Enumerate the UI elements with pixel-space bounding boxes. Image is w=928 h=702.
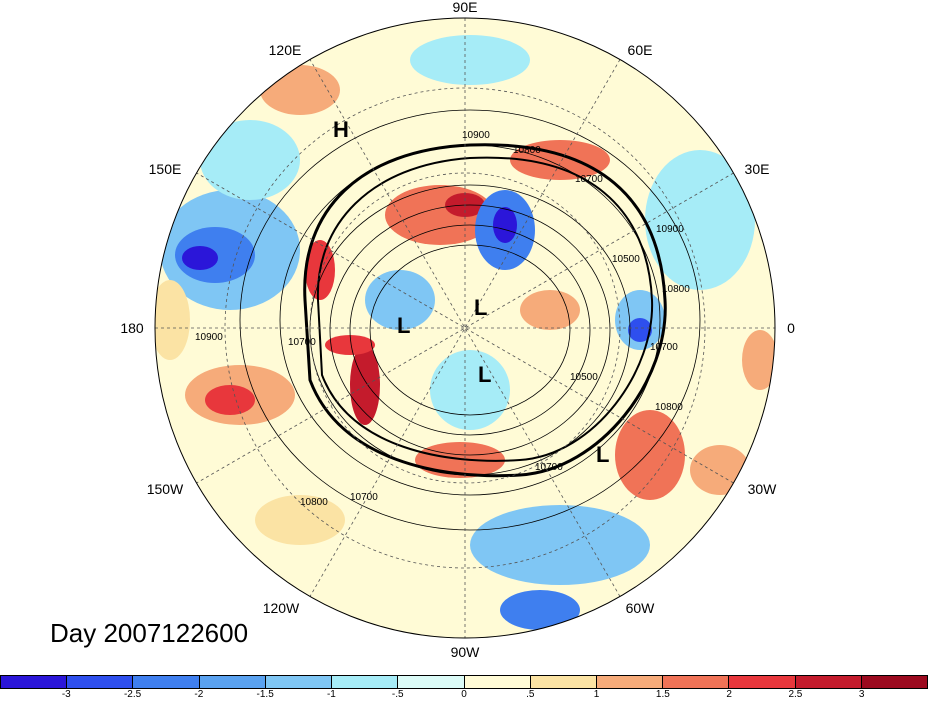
colorbar-segment xyxy=(663,676,730,688)
map-disc-border xyxy=(154,17,776,639)
lon-label-90w: 90W xyxy=(451,644,481,660)
contour-label: 10700 xyxy=(650,342,678,353)
colorbar-tick-label: -1.5 xyxy=(256,689,274,700)
colorbar-tick-label: -.5 xyxy=(391,689,404,700)
contour-label: 10700 xyxy=(288,337,316,348)
colorbar-segment xyxy=(133,676,200,688)
colorbar-tick-label: 1 xyxy=(593,689,600,700)
lon-label-120e: 120E xyxy=(269,42,302,58)
low-pressure-center: L xyxy=(397,313,410,338)
colorbar-labels: -3 -2.5 -2 -1.5 -1 -.5 0 .5 1 1.5 2 2.5 3 xyxy=(0,689,928,702)
contour-label: 10700 xyxy=(575,174,603,185)
contour-label: 10900 xyxy=(656,224,684,235)
lon-label-150w: 150W xyxy=(147,481,184,497)
contour-label: 10900 xyxy=(462,130,490,141)
lon-label-30e: 30E xyxy=(745,161,770,177)
lon-label-150e: 150E xyxy=(149,161,182,177)
contour-label: 10700 xyxy=(350,492,378,503)
low-pressure-center: L xyxy=(478,362,491,387)
colorbar-segment xyxy=(795,676,862,688)
contour-label: 10800 xyxy=(662,284,690,295)
colorbar-tick-label: 2 xyxy=(726,689,732,700)
colorbar-tick-label: .5 xyxy=(526,689,535,700)
colorbar-segment xyxy=(1,676,68,688)
contour-label: 10500 xyxy=(612,254,640,265)
graticule xyxy=(155,18,775,638)
lon-label-90e: 90E xyxy=(453,0,478,15)
colorbar-tick-label: 3 xyxy=(858,689,865,700)
low-pressure-center: L xyxy=(474,295,487,320)
colorbar-segment xyxy=(861,676,928,688)
polar-map: 90E 60E 30E 0 30W 60W 90W 120W 150W 180 … xyxy=(120,0,795,660)
lon-label-120w: 120W xyxy=(263,600,300,616)
contour-label: 10800 xyxy=(655,402,683,413)
colorbar-tick-label: 0 xyxy=(461,689,467,700)
contour-label: 10700 xyxy=(535,462,563,473)
colorbar-segment xyxy=(265,676,333,688)
high-pressure-center: H xyxy=(333,117,349,142)
anomaly-shading xyxy=(155,35,775,630)
colorbar-segment xyxy=(199,676,266,688)
colorbar-segment xyxy=(398,676,465,688)
colorbar-segment xyxy=(332,676,399,688)
colorbar xyxy=(0,675,928,689)
pressure-centers: H L L L L xyxy=(333,117,609,467)
colorbar-segment xyxy=(67,676,134,688)
contour-labels: 10900 10800 10700 10500 10900 10800 1070… xyxy=(195,130,690,508)
low-pressure-center: L xyxy=(596,442,609,467)
map-disc-background xyxy=(155,18,775,638)
colorbar-segment xyxy=(464,676,531,688)
day-label: Day 2007122600 xyxy=(50,618,249,648)
contour-label: 10800 xyxy=(513,145,541,156)
longitude-labels: 90E 60E 30E 0 30W 60W 90W 120W 150W 180 … xyxy=(120,0,795,660)
lon-label-60e: 60E xyxy=(628,42,653,58)
lon-label-30w: 30W xyxy=(748,481,778,497)
height-contours xyxy=(239,109,701,531)
colorbar-tick-label: -1 xyxy=(326,689,336,700)
colorbar-segment xyxy=(530,676,597,688)
contour-label: 10500 xyxy=(570,372,598,383)
colorbar-segment xyxy=(596,676,664,688)
lon-label-60w: 60W xyxy=(626,600,656,616)
contour-label: 10900 xyxy=(195,332,223,343)
contour-label: 10800 xyxy=(300,497,328,508)
colorbar-tick-label: 2.5 xyxy=(788,689,803,700)
colorbar-tick-label: -2.5 xyxy=(123,689,142,700)
colorbar-tick-label: -3 xyxy=(61,689,71,700)
colorbar-tick-label: -2 xyxy=(194,689,204,700)
lon-label-0: 0 xyxy=(787,320,795,336)
colorbar-tick-label: 1.5 xyxy=(655,689,670,700)
colorbar-segment xyxy=(729,676,796,688)
lon-label-180: 180 xyxy=(120,320,144,336)
